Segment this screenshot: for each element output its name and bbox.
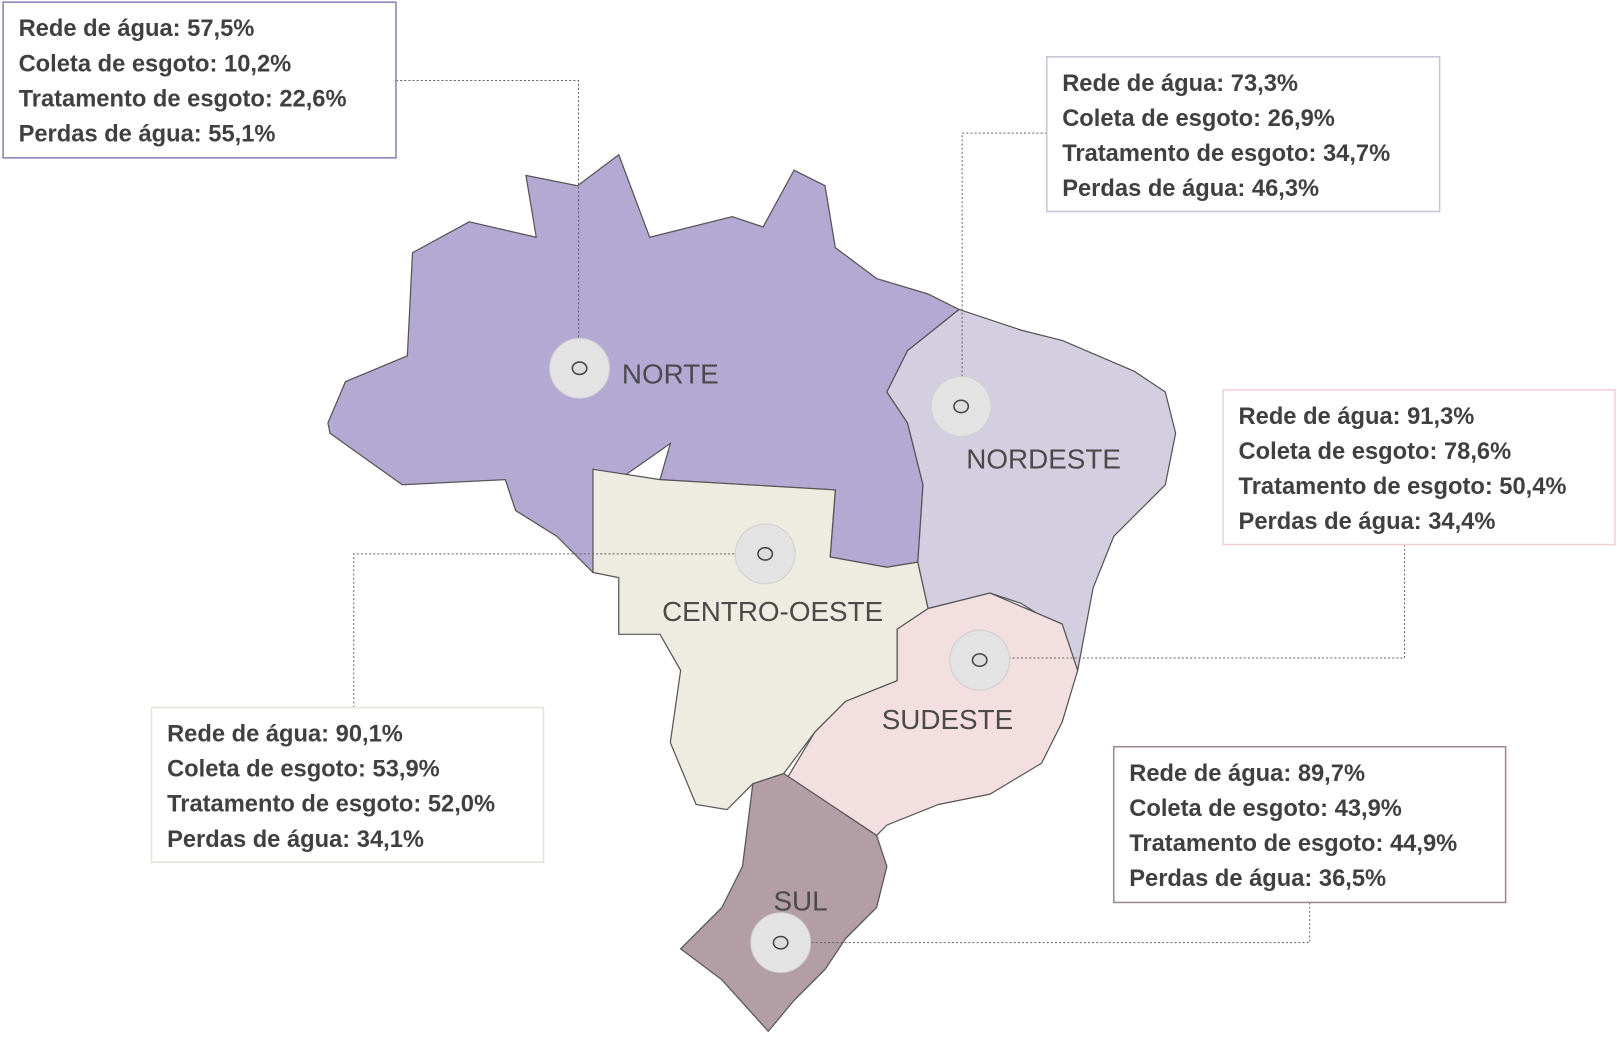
stats-box: [150, 706, 545, 863]
stats-box: [1045, 56, 1441, 213]
stats-box: [2, 1, 397, 159]
stat-line: Tratamento de esgoto: 34,7%: [1062, 141, 1390, 167]
stat-line: Coleta de esgoto: 26,9%: [1062, 106, 1335, 132]
region-name: SUDESTE: [882, 704, 1013, 735]
leader-line: [786, 902, 1311, 944]
region-marker: [757, 546, 774, 561]
stat-line: Tratamento de esgoto: 44,9%: [1129, 831, 1457, 857]
region-name: CENTRO-OESTE: [662, 596, 883, 627]
stat-line: Tratamento de esgoto: 52,0%: [167, 792, 495, 818]
region-name: NORTE: [622, 359, 719, 390]
region-marker: [971, 653, 988, 668]
region-marker: [571, 361, 588, 376]
stats-box: [1222, 389, 1616, 546]
stat-line: Perdas de água: 34,4%: [1239, 509, 1496, 535]
region-name: SUL: [773, 886, 827, 917]
stat-line: Coleta de esgoto: 43,9%: [1129, 796, 1402, 822]
region-centro-oeste-shape: [592, 468, 929, 811]
stat-line: Rede de água: 89,7%: [1129, 761, 1365, 787]
stat-line: Tratamento de esgoto: 22,6%: [19, 86, 347, 112]
stat-line: Perdas de água: 55,1%: [19, 121, 276, 147]
leader-line: [985, 544, 1406, 659]
region-marker: [772, 935, 789, 950]
stat-line: Coleta de esgoto: 78,6%: [1239, 439, 1512, 465]
stat-line: Rede de água: 90,1%: [167, 722, 403, 748]
stat-line: Coleta de esgoto: 53,9%: [167, 757, 440, 783]
stat-line: Tratamento de esgoto: 50,4%: [1239, 474, 1567, 500]
region-sul-shape: [679, 772, 888, 1033]
stats-box: [1112, 745, 1507, 904]
annotations: NORTE Rede de água: 57,5% Coleta de esgoto…: [2, 1, 1616, 974]
region-name: NORDESTE: [966, 443, 1121, 474]
stat-line: Rede de água: 57,5%: [19, 16, 255, 42]
leader-line: [961, 132, 1047, 401]
leader-line: [353, 553, 759, 708]
region-marker: [953, 399, 970, 414]
brazil-map: [327, 153, 1177, 1033]
stat-line: Perdas de água: 46,3%: [1062, 176, 1319, 202]
stat-line: Rede de água: 91,3%: [1239, 404, 1475, 430]
stat-line: Perdas de água: 36,5%: [1129, 866, 1386, 892]
leader-line: [396, 80, 580, 363]
stat-line: Rede de água: 73,3%: [1062, 71, 1298, 97]
stat-line: Coleta de esgoto: 10,2%: [19, 51, 292, 77]
stat-line: Perdas de água: 34,1%: [167, 827, 424, 853]
